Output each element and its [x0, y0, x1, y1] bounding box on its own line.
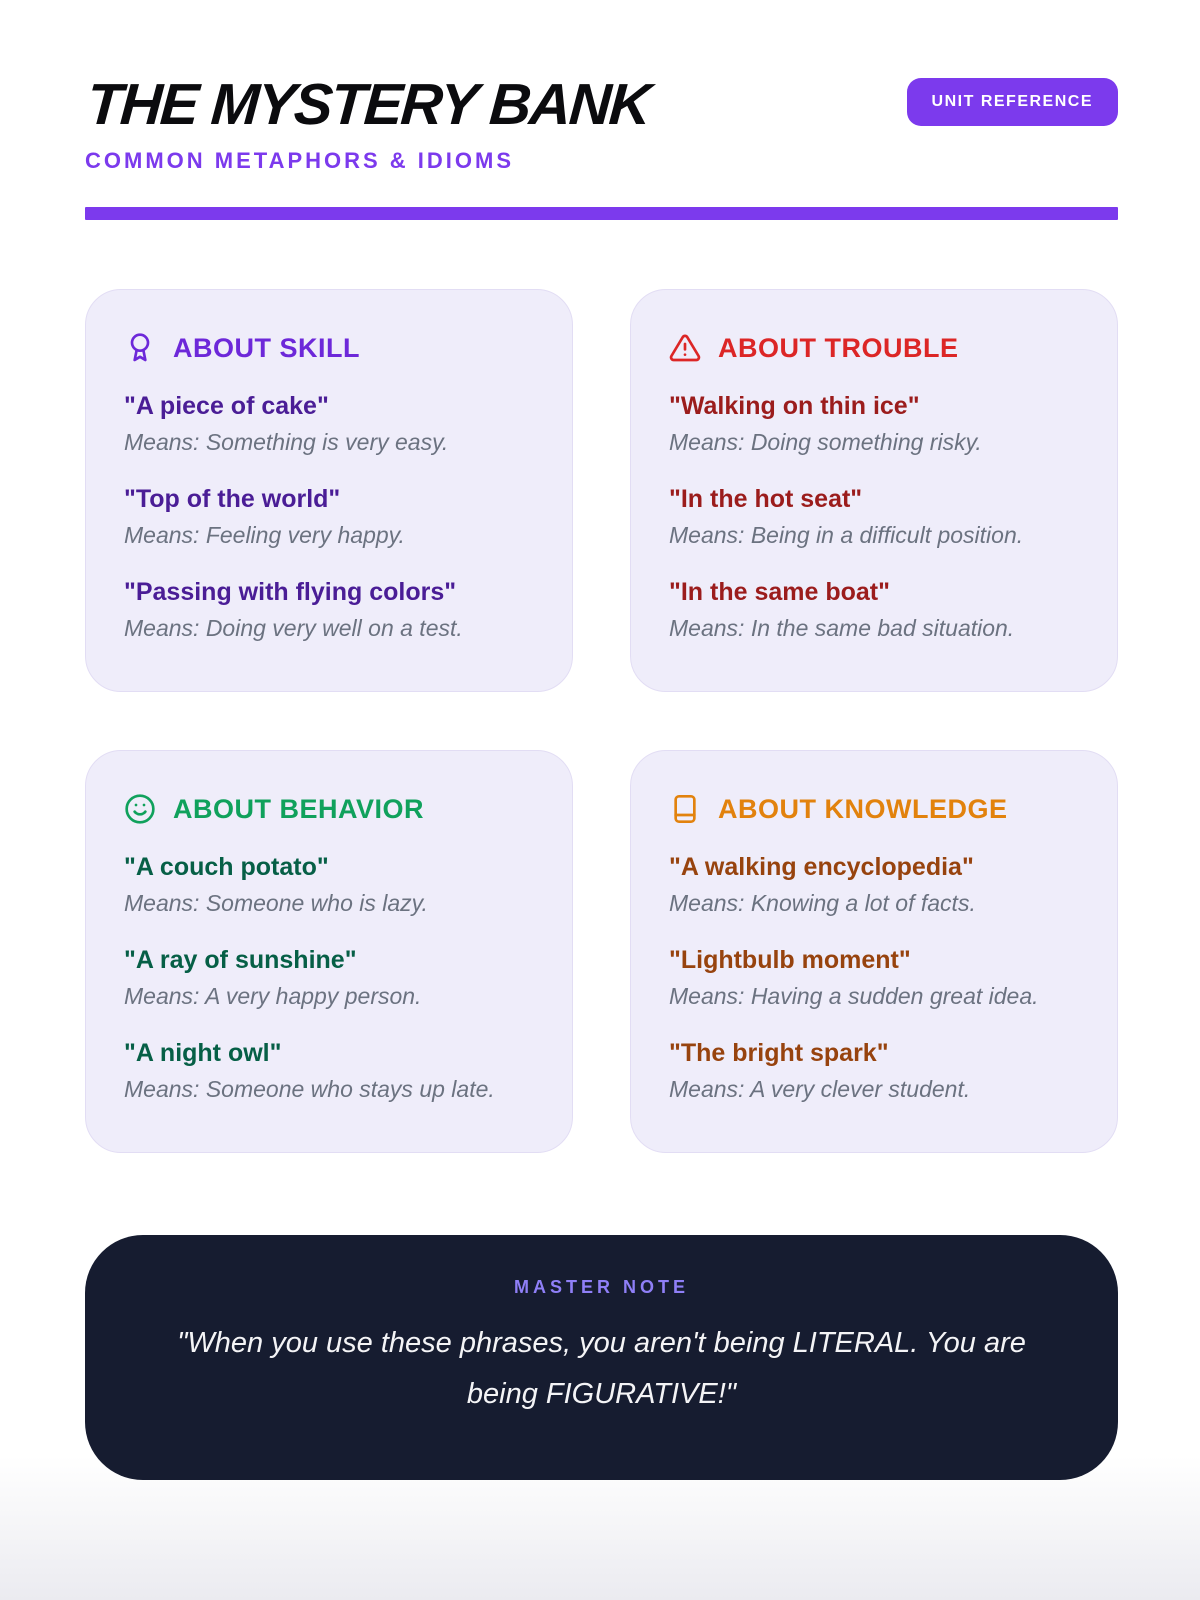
idiom-meaning: Means: A very happy person.	[124, 983, 422, 1009]
idiom-meaning: Means: A very clever student.	[669, 1076, 971, 1102]
card-about-trouble: ABOUT TROUBLE "Walking on thin ice" Mean…	[630, 289, 1118, 692]
idiom-phrase: "Lightbulb moment"	[669, 946, 911, 974]
card-header: ABOUT SKILL	[124, 332, 536, 364]
idiom-meaning: Means: Someone who stays up late.	[124, 1076, 495, 1102]
idiom-meaning: Means: Knowing a lot of facts.	[669, 890, 976, 916]
idiom-phrase: "A couch potato"	[124, 853, 329, 881]
idiom-meaning: Means: Doing very well on a test.	[124, 615, 463, 641]
idiom-meaning: Means: Having a sudden great idea.	[669, 983, 1039, 1009]
idiom-meaning: Means: Someone who is lazy.	[124, 890, 428, 916]
card-header: ABOUT KNOWLEDGE	[669, 793, 1081, 825]
warning-icon	[669, 332, 701, 364]
idiom-entry: "In the same boat" Means: In the same ba…	[669, 578, 1081, 642]
card-about-skill: ABOUT SKILL "A piece of cake" Means: Som…	[85, 289, 573, 692]
idiom-meaning: Means: Doing something risky.	[669, 429, 982, 455]
idiom-entry: "A night owl" Means: Someone who stays u…	[124, 1039, 536, 1103]
card-title: ABOUT BEHAVIOR	[173, 793, 425, 824]
card-title: ABOUT KNOWLEDGE	[718, 793, 1008, 824]
idiom-entry: "The bright spark" Means: A very clever …	[669, 1039, 1081, 1103]
unit-reference-badge[interactable]: UNIT REFERENCE	[906, 78, 1118, 126]
idiom-phrase: "A ray of sunshine"	[124, 946, 357, 974]
card-title: ABOUT TROUBLE	[718, 332, 959, 363]
card-about-behavior: ABOUT BEHAVIOR "A couch potato" Means: S…	[85, 750, 573, 1153]
idiom-meaning: Means: Something is very easy.	[124, 429, 449, 455]
idiom-meaning: Means: Being in a difficult position.	[669, 522, 1024, 548]
idiom-entry: "A couch potato" Means: Someone who is l…	[124, 853, 536, 917]
idiom-entry: "A walking encyclopedia" Means: Knowing …	[669, 853, 1081, 917]
idiom-cards-grid: ABOUT SKILL "A piece of cake" Means: Som…	[85, 289, 1118, 1153]
title-block: THE MYSTERY BANK COMMON METAPHORS & IDIO…	[85, 72, 652, 174]
idiom-entry: "Walking on thin ice" Means: Doing somet…	[669, 392, 1081, 456]
accent-divider	[85, 207, 1118, 220]
card-header: ABOUT TROUBLE	[669, 332, 1081, 364]
page-header: THE MYSTERY BANK COMMON METAPHORS & IDIO…	[85, 72, 1118, 174]
card-header: ABOUT BEHAVIOR	[124, 793, 536, 825]
idiom-entry: "Top of the world" Means: Feeling very h…	[124, 485, 536, 549]
idiom-phrase: "A night owl"	[124, 1039, 282, 1067]
page-subtitle: COMMON METAPHORS & IDIOMS	[85, 148, 515, 173]
master-note-quote: "When you use these phrases, you aren't …	[177, 1327, 1026, 1410]
idiom-phrase: "Top of the world"	[124, 485, 341, 513]
book-icon	[669, 793, 701, 825]
idiom-phrase: "A piece of cake"	[124, 392, 329, 420]
worksheet-page: THE MYSTERY BANK COMMON METAPHORS & IDIO…	[85, 0, 1118, 1480]
card-title: ABOUT SKILL	[173, 332, 360, 363]
page-title: THE MYSTERY BANK	[84, 72, 652, 137]
idiom-entry: "A piece of cake" Means: Something is ve…	[124, 392, 536, 456]
idiom-entry: "Passing with flying colors" Means: Doin…	[124, 578, 536, 642]
idiom-phrase: "Walking on thin ice"	[669, 392, 920, 420]
idiom-phrase: "In the hot seat"	[669, 485, 863, 513]
idiom-entry: "Lightbulb moment" Means: Having a sudde…	[669, 946, 1081, 1010]
idiom-entry: "In the hot seat" Means: Being in a diff…	[669, 485, 1081, 549]
idiom-phrase: "The bright spark"	[669, 1039, 889, 1067]
master-note-label: MASTER NOTE	[513, 1277, 689, 1297]
idiom-phrase: "Passing with flying colors"	[124, 578, 457, 606]
idiom-meaning: Means: In the same bad situation.	[669, 615, 1015, 641]
idiom-meaning: Means: Feeling very happy.	[124, 522, 405, 548]
card-about-knowledge: ABOUT KNOWLEDGE "A walking encyclopedia"…	[630, 750, 1118, 1153]
award-icon	[124, 332, 156, 364]
idiom-phrase: "A walking encyclopedia"	[669, 853, 974, 881]
idiom-entry: "A ray of sunshine" Means: A very happy …	[124, 946, 536, 1010]
master-note-card: MASTER NOTE "When you use these phrases,…	[85, 1235, 1118, 1480]
idiom-phrase: "In the same boat"	[669, 578, 890, 606]
smiley-icon	[124, 793, 156, 825]
